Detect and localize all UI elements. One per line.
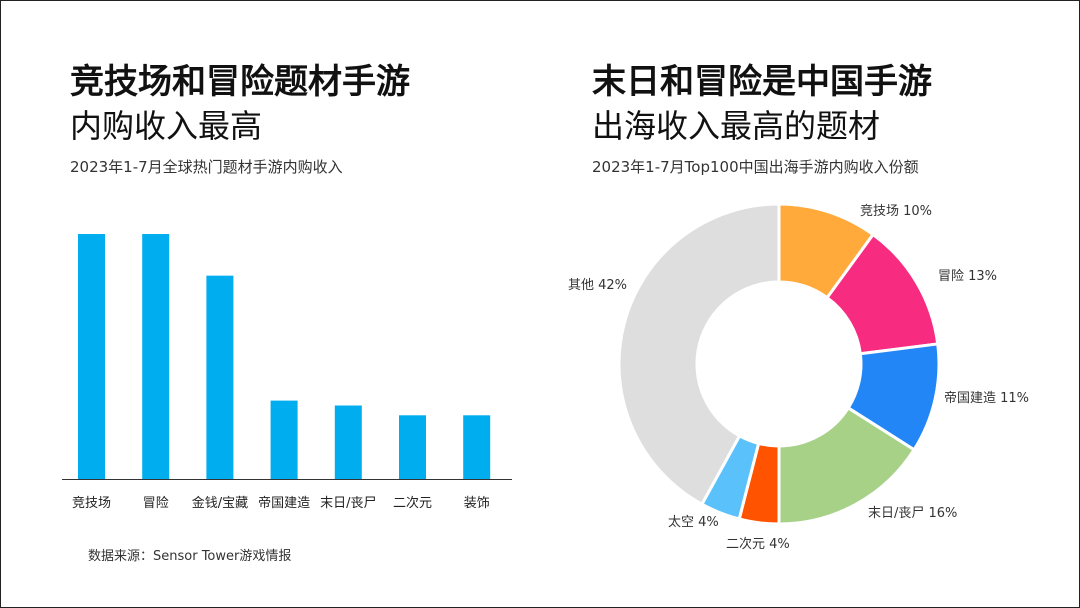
donut-slice-label-2: 帝国建造 11%	[944, 390, 1029, 406]
left-title-line1: 竞技场和冒险题材手游	[70, 62, 410, 102]
bar-0	[78, 234, 105, 479]
left-panel: 竞技场和冒险题材手游 内购收入最高 2023年1-7月全球热门题材手游内购收入 …	[62, 62, 512, 564]
bar-category-label-0: 竞技场	[72, 495, 111, 511]
bar-3	[270, 400, 298, 479]
donut-slice-label-5: 太空 4%	[668, 515, 719, 530]
donut-slice-label-3: 末日/丧尸 16%	[868, 506, 957, 521]
bar-1	[142, 234, 170, 479]
right-title-line1: 末日和冒险是中国手游	[592, 62, 932, 102]
bar-chart: 竞技场 冒险 金钱/宝藏 帝国建造 末日/丧尸 二次元 装饰	[62, 234, 512, 511]
right-subtitle: 2023年1-7月Top100中国出海手游内购收入份额	[592, 158, 919, 176]
donut-slice-label-4: 二次元 4%	[726, 536, 790, 552]
bar-5	[399, 415, 426, 479]
bar-2	[206, 275, 234, 479]
donut-slice-6	[617, 202, 781, 506]
bar-category-label-1: 冒险	[143, 496, 169, 511]
bar-6	[463, 415, 491, 479]
donut-chart: 竞技场 10% 冒险 13% 帝国建造 11% 末日/丧尸 16% 二次元 4% 太空 4…	[568, 202, 1029, 552]
right-panel: 末日和冒险是中国手游 出海收入最高的题材 2023年1-7月Top100中国出海…	[540, 0, 1080, 608]
bar-category-label-4: 末日/丧尸	[320, 496, 376, 511]
bar-category-label-6: 装饰	[464, 496, 490, 511]
right-title-line2: 出海收入最高的题材	[592, 107, 881, 145]
bar-category-label-2: 金钱/宝藏	[192, 495, 248, 511]
left-subtitle: 2023年1-7月全球热门题材手游内购收入	[70, 158, 343, 176]
donut-slice-label-6: 其他 42%	[568, 278, 627, 293]
donut-slice-label-0: 竞技场 10%	[860, 203, 932, 219]
bar-category-label-3: 帝国建造	[258, 495, 310, 511]
bar-4	[334, 405, 362, 479]
donut-slice-label-1: 冒险 13%	[938, 269, 997, 284]
left-title-line2: 内购收入最高	[70, 107, 263, 145]
bar-category-label-5: 二次元	[393, 495, 432, 511]
data-source-note: 数据来源：Sensor Tower游戏情报	[88, 549, 292, 564]
donut-slice-3	[777, 406, 916, 526]
